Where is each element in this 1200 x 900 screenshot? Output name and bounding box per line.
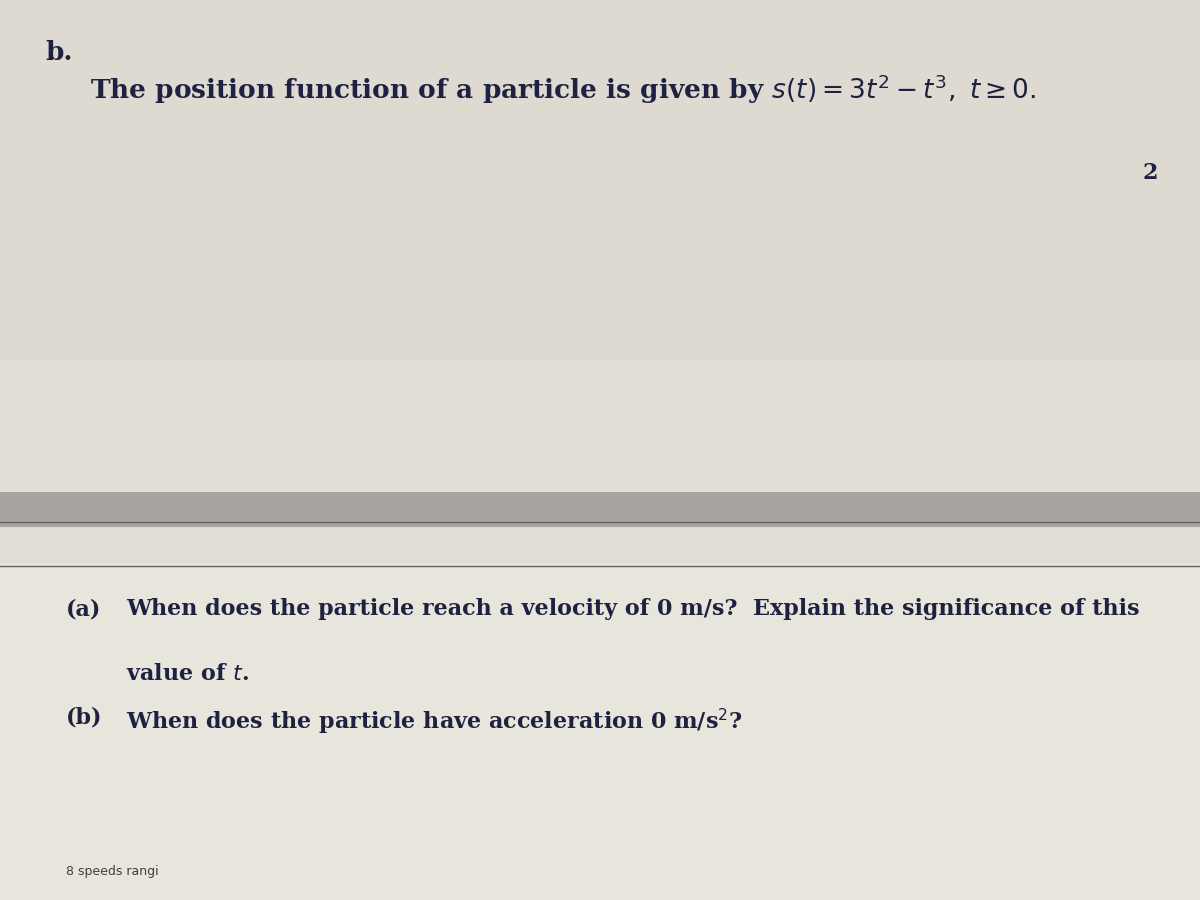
Text: When does the particle have acceleration 0 m/s$^2$?: When does the particle have acceleration… (126, 706, 743, 737)
Text: (a): (a) (66, 598, 101, 620)
Text: 8 speeds rangi: 8 speeds rangi (66, 865, 158, 878)
Text: (b): (b) (66, 706, 102, 728)
Text: 2: 2 (1142, 162, 1158, 184)
Text: When does the particle reach a velocity of 0 m/s?  Explain the significance of t: When does the particle reach a velocity … (126, 598, 1140, 620)
Text: b.: b. (46, 40, 73, 66)
Bar (0, 0, 1200, 360)
Text: value of $t$.: value of $t$. (126, 663, 250, 685)
Text: The position function of a particle is given by $s(t) = 3t^2 - t^3,\ t \geq 0.$: The position function of a particle is g… (90, 72, 1037, 105)
Bar (0, 562, 1200, 900)
Bar (0, 360, 1200, 562)
Bar (0, 492, 1200, 526)
